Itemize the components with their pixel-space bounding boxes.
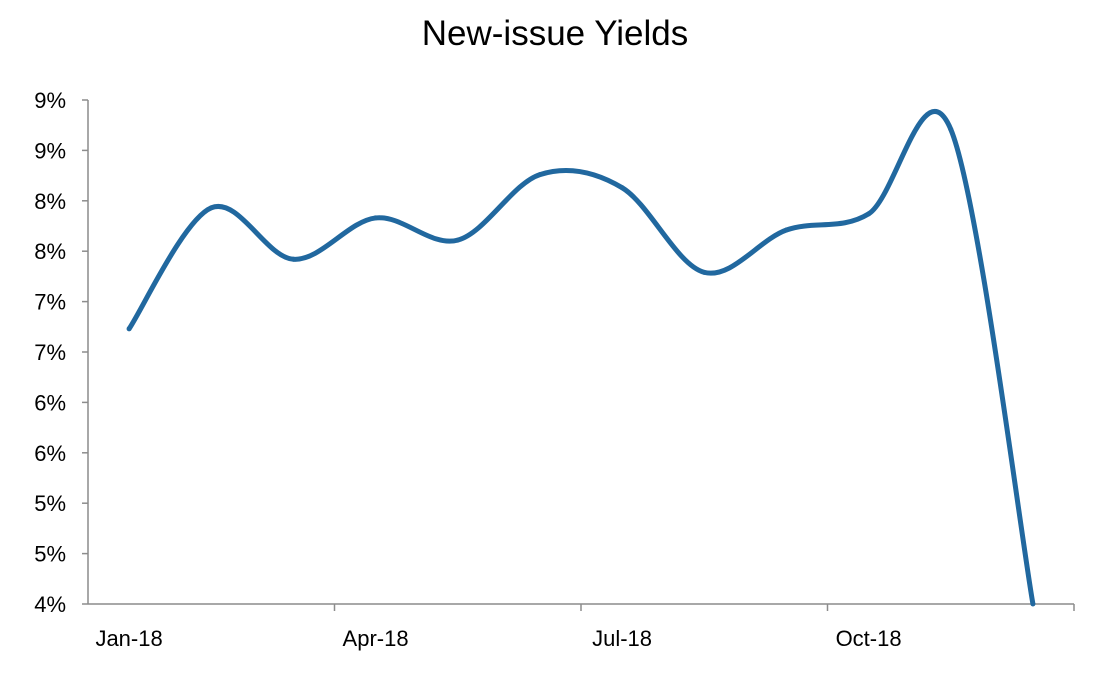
data-point [290, 256, 296, 262]
y-tick-label: 5% [34, 542, 66, 567]
y-tick-label: 4% [34, 592, 66, 617]
data-point [126, 326, 132, 332]
data-point [208, 205, 214, 211]
data-point [948, 126, 954, 132]
data-point [783, 227, 789, 233]
y-tick-label: 7% [34, 340, 66, 365]
data-point [1030, 601, 1036, 607]
y-tick-label: 5% [34, 491, 66, 516]
y-tick-label: 6% [34, 441, 66, 466]
x-tick-label: Jul-18 [592, 626, 652, 651]
data-point [701, 269, 707, 275]
data-point [619, 185, 625, 191]
series-line [127, 109, 1036, 605]
chart-title: New-issue Yields [421, 14, 689, 53]
data-point [455, 237, 461, 243]
data-point [866, 211, 872, 217]
x-tick-label: Oct-18 [836, 626, 902, 651]
y-tick-label: 9% [34, 138, 66, 163]
y-tick-label: 9% [34, 88, 66, 113]
data-point [373, 215, 379, 221]
y-tick-label: 8% [34, 239, 66, 264]
x-tick-label: Apr-18 [343, 626, 409, 651]
y-tick-label: 7% [34, 290, 66, 315]
y-tick-label: 6% [34, 390, 66, 415]
x-tick-label: Jan-18 [95, 626, 162, 651]
data-point [537, 172, 543, 178]
y-tick-label: 8% [34, 189, 66, 214]
